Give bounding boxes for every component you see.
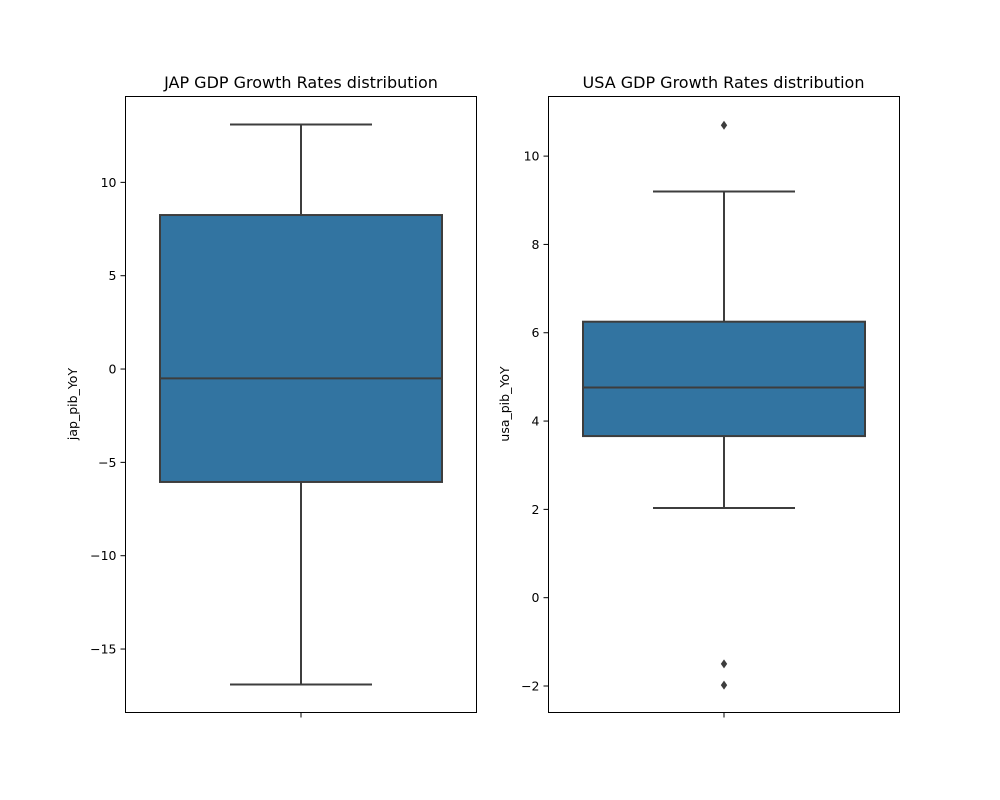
usa-y-tick-label-6: 10: [524, 149, 540, 164]
jap-iqr-box: [159, 214, 443, 483]
usa-y-tick-label-1: 0: [532, 590, 540, 605]
usa-plot-marks: [582, 120, 866, 690]
usa-outlier-1: [720, 659, 728, 669]
jap-y-axis-label: jap_pib_YoY: [65, 368, 80, 442]
usa-y-tick-label-2: 2: [532, 502, 540, 517]
jap-y-tick-label-3: 0: [109, 362, 117, 377]
jap-y-tick-label-2: −5: [98, 455, 116, 470]
usa-y-tick-label-0: −2: [521, 679, 539, 694]
usa-chart-title: USA GDP Growth Rates distribution: [583, 73, 865, 92]
usa-y-tick-label-3: 4: [532, 414, 540, 429]
jap-boxplot-panel: JAP GDP Growth Rates distribution jap_pi…: [65, 73, 477, 718]
jap-chart-title: JAP GDP Growth Rates distribution: [163, 73, 438, 92]
usa-outlier-0: [720, 120, 728, 130]
usa-y-axis-label: usa_pib_YoY: [497, 366, 512, 442]
jap-y-tick-label-1: −10: [90, 548, 116, 563]
jap-y-tick-label-5: 10: [101, 175, 117, 190]
usa-outlier-2: [720, 680, 728, 690]
jap-y-tick-label-0: −15: [90, 642, 116, 657]
usa-iqr-box: [582, 320, 866, 438]
usa-boxplot-panel: USA GDP Growth Rates distribution usa_pi…: [497, 73, 900, 718]
jap-y-tick-label-4: 5: [109, 268, 117, 283]
jap-plot-marks: [159, 123, 443, 686]
usa-y-tick-label-5: 8: [532, 237, 540, 252]
usa-y-tick-label-4: 6: [532, 325, 540, 340]
